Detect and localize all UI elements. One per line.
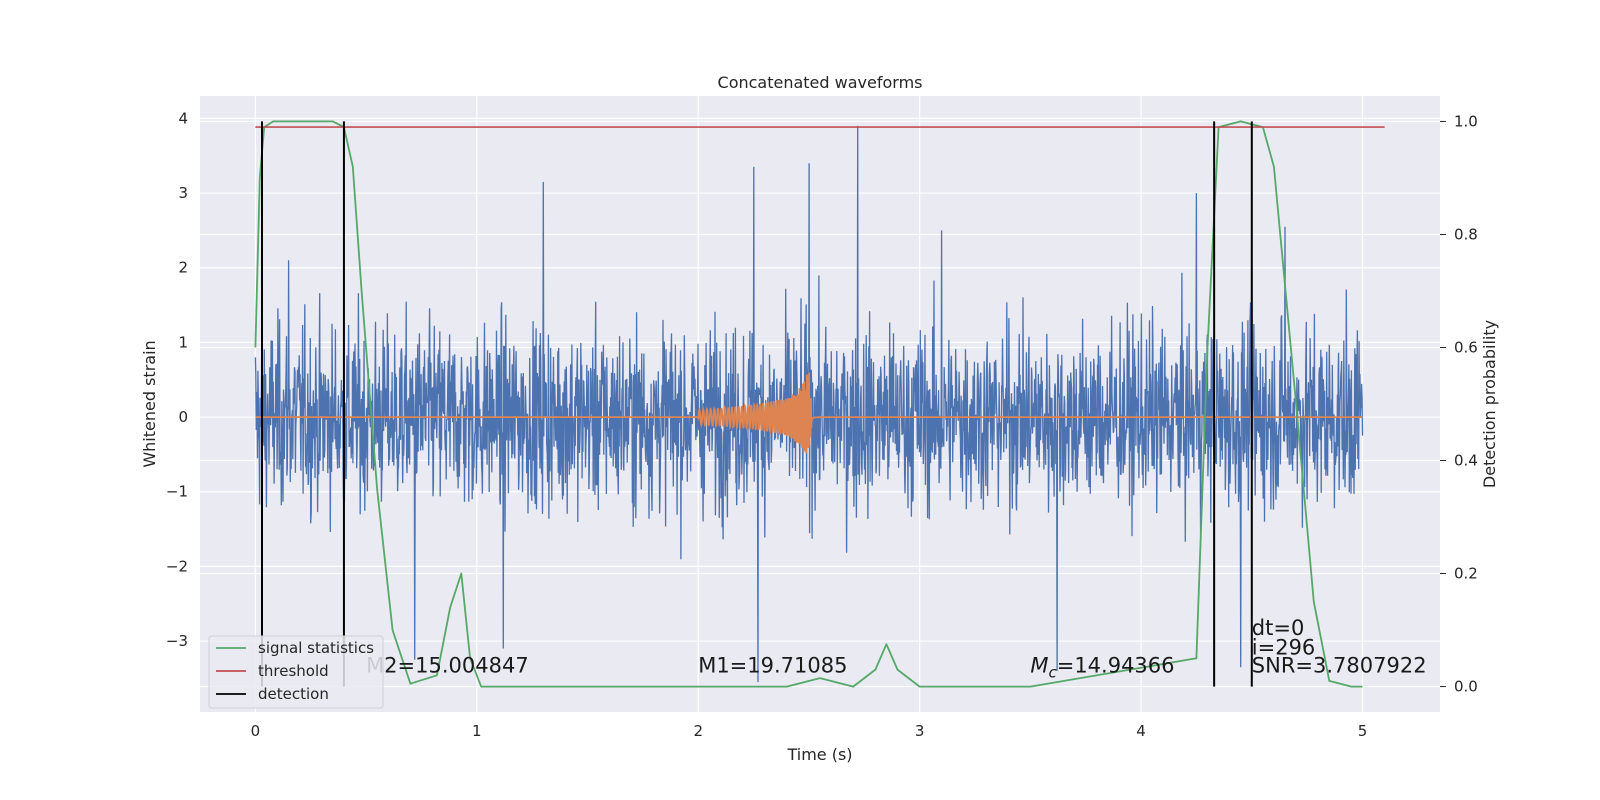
annotation-0: M2=15.004847 xyxy=(366,653,529,677)
y-axis-label: Whitened strain xyxy=(140,340,159,467)
y-tick-label: 2 xyxy=(178,259,188,277)
annotation-subscript: c xyxy=(1048,663,1057,681)
x-tick-label: 1 xyxy=(472,722,482,740)
x-tick-label: 2 xyxy=(693,722,703,740)
annotation-symbol: M xyxy=(1030,653,1048,677)
annotation-1: M1=19.71085 xyxy=(698,653,847,677)
y-tick-label: −3 xyxy=(166,632,188,650)
y-axis-right-label: Detection probability xyxy=(1480,320,1499,488)
annotation-2: Mc=14.94366 xyxy=(1030,653,1174,681)
annotation-5: SNR=3.7807922 xyxy=(1252,653,1427,677)
y-right-tick-label: 0.4 xyxy=(1454,452,1478,470)
y-tick-label: 0 xyxy=(178,408,188,426)
annotation-value: =14.94366 xyxy=(1057,653,1175,677)
y-right-tick-label: 1.0 xyxy=(1454,112,1478,130)
y-tick-label: 3 xyxy=(178,184,188,202)
y-right-tick-label: 0.6 xyxy=(1454,338,1478,356)
y-tick-label: −2 xyxy=(166,557,188,575)
legend-label-detection: detection xyxy=(258,685,329,703)
annotation-4: i=296 xyxy=(1252,636,1316,660)
y-tick-label: 4 xyxy=(178,109,188,127)
x-axis-label: Time (s) xyxy=(786,745,852,764)
x-tick-label: 5 xyxy=(1358,722,1368,740)
y-right-tick-label: 0.8 xyxy=(1454,225,1478,243)
legend-label-threshold: threshold xyxy=(258,662,329,680)
x-tick-label: 4 xyxy=(1136,722,1146,740)
annotations: M2=15.004847 M1=19.71085 Mc=14.94366 dt=0i=… xyxy=(366,616,1427,681)
annotation-3: dt=0 xyxy=(1252,616,1305,640)
y-tick-label: −1 xyxy=(166,483,188,501)
legend: signal statistics threshold detection xyxy=(208,635,384,709)
legend-label-signal-statistics: signal statistics xyxy=(258,639,374,657)
y-right-tick-label: 0.0 xyxy=(1454,678,1478,696)
y-tick-label: 1 xyxy=(178,333,188,351)
series-whitened-strain xyxy=(254,125,1364,683)
plot-area xyxy=(254,120,1385,688)
chart-title: Concatenated waveforms xyxy=(718,73,923,92)
series-injected-waveform xyxy=(255,372,1363,454)
axes: 0 1 2 3 4 5 −3 −2 −1 0 1 2 3 4 0.0 0.2 0.4 0.6 0.8 1.0 xyxy=(166,109,1478,740)
x-tick-label: 0 xyxy=(251,722,261,740)
legend-box xyxy=(208,635,384,709)
x-tick-label: 3 xyxy=(915,722,925,740)
y-right-tick-label: 0.2 xyxy=(1454,565,1478,583)
